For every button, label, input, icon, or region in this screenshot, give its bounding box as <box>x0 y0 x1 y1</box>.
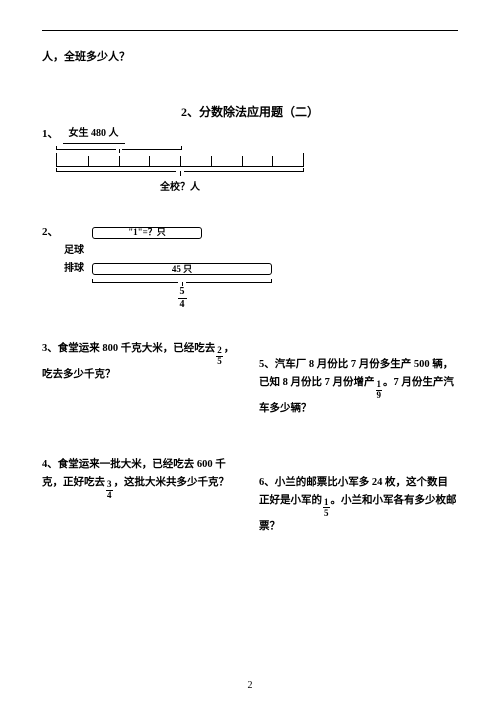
page-number: 2 <box>0 678 500 694</box>
question-1: 1、 女生 480 人 <box>42 126 458 144</box>
q1-bottom-brace <box>56 168 304 178</box>
worksheet-page: 人，全班多少人？ 2、分数除法应用题（二） 1、 女生 480 人 <box>0 0 500 706</box>
right-column: 5、汽车厂 8 月份比 7 月份多生产 500 辆，已知 8 月份比 7 月份增… <box>259 340 458 535</box>
q2-brace: 5 4 <box>92 279 272 310</box>
q2-volleyball-bar: 45 只 <box>92 263 272 275</box>
q6-fraction: 15 <box>323 498 330 518</box>
question-5: 5、汽车厂 8 月份比 7 月份多生产 500 辆，已知 8 月份比 7 月份增… <box>259 356 458 418</box>
q1-diagram: 全校？人 <box>56 146 304 196</box>
q3-text-a: 3、食堂运来 800 千克大米，已经吃去 <box>42 343 215 354</box>
question-4: 4、食堂运来一批大米，已经吃去 600 千克，正好吃去34，这批大米共多少千克？ <box>42 456 241 500</box>
q2-fraction: 5 4 <box>178 287 187 310</box>
problem-columns: 3、食堂运来 800 千克大米，已经吃去25，吃去多少千克？ 4、食堂运来一批大… <box>42 340 458 535</box>
question-6: 6、小兰的邮票比小军多 24 枚，这个数目正好是小军的15。小兰和小军各有多少枚… <box>259 474 458 536</box>
q1-girls-label: 女生 480 人 <box>63 126 125 144</box>
q2-football-bar: "1"=？只 <box>92 227 202 239</box>
carryover-question: 人，全班多少人？ <box>42 49 458 67</box>
q2-football-bar-text: "1"=？只 <box>128 225 166 239</box>
section-title: 2、分数除法应用题（二） <box>42 103 458 122</box>
q3-fraction: 25 <box>216 346 223 366</box>
q1-number-line <box>56 153 304 167</box>
q1-top-brace <box>56 146 182 153</box>
question-2: 2、 "1"=？只 足球 排球 45 只 <box>42 224 458 311</box>
q4-text-b: ，这批大米共多少千克？ <box>114 477 230 488</box>
q2-number: 2、 <box>42 224 64 242</box>
top-rule <box>42 30 458 31</box>
q2-football-label: 足球 <box>64 243 92 259</box>
left-column: 3、食堂运来 800 千克大米，已经吃去25，吃去多少千克？ 4、食堂运来一批大… <box>42 340 241 535</box>
q1-number: 1、 <box>42 126 63 144</box>
q2-volleyball-bar-text: 45 只 <box>172 262 192 276</box>
q1-total-label: 全校？人 <box>56 180 304 196</box>
question-3: 3、食堂运来 800 千克大米，已经吃去25，吃去多少千克？ <box>42 340 241 384</box>
q5-fraction: 19 <box>376 380 383 400</box>
q2-frac-num: 5 <box>178 287 187 297</box>
q2-frac-den: 4 <box>178 300 187 310</box>
q2-volleyball-label: 排球 <box>64 261 92 277</box>
q4-fraction: 34 <box>106 480 113 500</box>
